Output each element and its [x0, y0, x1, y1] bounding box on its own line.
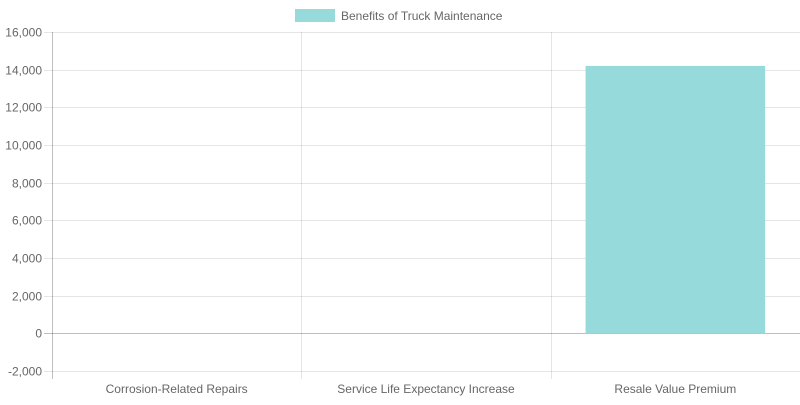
legend-swatch [295, 9, 335, 22]
y-tick-label: 12,000 [5, 101, 42, 115]
x-tick-label: Resale Value Premium [614, 382, 736, 396]
x-axis-ticks: Corrosion-Related Repairs Service Life Ex… [106, 382, 737, 396]
y-tick-label: 2,000 [12, 290, 42, 304]
y-tick-label: 10,000 [5, 139, 42, 153]
y-tick-label: 16,000 [5, 26, 42, 40]
y-axis-ticks: 16,000 14,000 12,000 10,000 8,000 6,000 4,000 2… [5, 26, 42, 379]
y-tick-label: 14,000 [5, 64, 42, 78]
y-tick-label: -2,000 [8, 365, 42, 379]
y-tick-label: 4,000 [12, 252, 42, 266]
y-tick-label: 8,000 [12, 177, 42, 191]
legend-label: Benefits of Truck Maintenance [341, 9, 503, 23]
x-tick-label: Service Life Expectancy Increase [337, 382, 515, 396]
y-tick-label: 6,000 [12, 214, 42, 228]
x-tick-label: Corrosion-Related Repairs [106, 382, 248, 396]
bars [585, 65, 766, 334]
y-tick-label: 0 [35, 327, 42, 341]
grid [44, 32, 800, 379]
bar[interactable] [585, 65, 766, 334]
legend[interactable]: Benefits of Truck Maintenance [295, 9, 503, 23]
